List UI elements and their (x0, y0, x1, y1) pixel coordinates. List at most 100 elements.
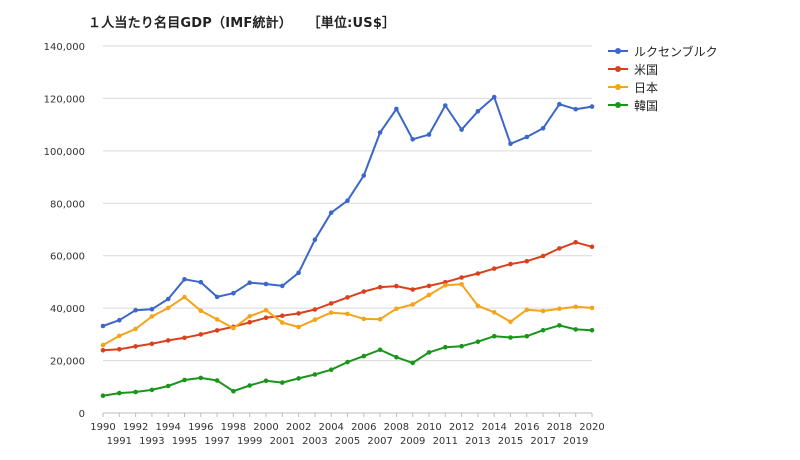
x-tick-label: 2020 (579, 422, 604, 433)
data-point (443, 283, 448, 288)
data-point (117, 347, 122, 352)
data-point (247, 314, 252, 319)
data-point (182, 335, 187, 341)
data-point (524, 307, 530, 313)
data-point (377, 284, 383, 290)
data-point (426, 292, 432, 298)
chart-legend: ルクセンブルク 米国日本韓国 (608, 42, 718, 114)
data-point (100, 393, 106, 399)
legend-swatch (608, 102, 628, 108)
data-point (573, 240, 578, 245)
data-point (361, 353, 367, 359)
data-point (508, 141, 513, 147)
data-point (345, 359, 350, 365)
data-point (133, 326, 138, 332)
data-point (231, 325, 236, 331)
data-point (117, 333, 122, 339)
x-tick-label: 2017 (530, 436, 555, 447)
chart-title-text: １人当たり名目GDP（IMF統計） (88, 16, 293, 31)
data-point (557, 101, 562, 107)
x-tick-label: 1993 (139, 436, 164, 447)
data-point (573, 304, 578, 310)
data-point (508, 335, 513, 340)
x-tick-label: 2009 (400, 436, 425, 447)
data-point (345, 295, 350, 300)
data-point (410, 137, 416, 142)
x-tick-label: 2002 (286, 422, 311, 433)
data-point (280, 320, 285, 325)
data-point (377, 130, 383, 135)
legend-item: 米国 (608, 60, 718, 78)
x-tick-label: 2014 (481, 422, 506, 433)
data-point (182, 377, 187, 383)
data-point (231, 388, 236, 394)
data-point (182, 277, 187, 282)
x-tick-label: 2013 (465, 436, 490, 447)
data-point (100, 342, 106, 348)
data-point (459, 282, 464, 287)
data-point (540, 253, 546, 259)
data-point (443, 344, 448, 350)
data-point (410, 360, 416, 366)
data-point (394, 354, 399, 360)
data-point (540, 327, 546, 333)
x-tick-label: 1995 (172, 436, 197, 447)
data-point (149, 387, 155, 393)
x-tick-label: 2007 (367, 436, 392, 447)
x-tick-label: 1992 (123, 422, 148, 433)
data-point (133, 389, 138, 395)
data-point (214, 378, 220, 383)
legend-label: 韓国 (634, 98, 659, 113)
y-tick-label: 0 (79, 409, 85, 420)
data-point (296, 376, 301, 381)
data-point (394, 306, 399, 312)
data-point (491, 333, 497, 339)
y-tick-label: 20,000 (50, 357, 85, 368)
data-point (312, 307, 318, 312)
data-point (328, 210, 334, 215)
data-point (491, 94, 497, 100)
data-point (149, 306, 155, 312)
data-point (589, 104, 595, 109)
legend-item: 日本 (608, 78, 718, 96)
data-point (377, 347, 383, 353)
x-tick-label: 2000 (253, 422, 278, 433)
data-point (410, 302, 416, 307)
y-tick-label: 100,000 (44, 147, 85, 158)
legend-label: 日本 (634, 80, 659, 95)
data-point (182, 294, 187, 300)
data-point (475, 303, 481, 309)
data-point (377, 316, 383, 322)
data-point (149, 314, 155, 319)
data-point (491, 310, 497, 315)
data-point (361, 173, 367, 178)
legend-swatch (608, 66, 628, 72)
data-point (345, 198, 350, 203)
data-point (573, 106, 578, 112)
x-tick-label: 2006 (351, 422, 376, 433)
data-point (426, 283, 432, 289)
x-tick-label: 1997 (204, 436, 229, 447)
data-point (296, 324, 301, 330)
data-point (589, 244, 595, 250)
data-point (524, 333, 530, 339)
y-tick-label: 120,000 (44, 94, 85, 105)
data-point (540, 126, 546, 131)
data-point (410, 287, 416, 292)
data-point (247, 320, 252, 325)
data-point (459, 275, 464, 280)
data-point (524, 258, 530, 264)
x-tick-label: 1991 (107, 436, 132, 447)
data-point (198, 375, 204, 381)
data-point (557, 246, 562, 251)
data-point (459, 343, 464, 349)
legend-label: ルクセンブルク (634, 44, 718, 59)
data-point (165, 296, 171, 302)
data-point (247, 280, 252, 286)
data-point (557, 306, 562, 312)
data-point (426, 132, 432, 137)
x-tick-label: 2003 (302, 436, 327, 447)
x-tick-label: 2005 (335, 436, 360, 447)
data-point (165, 338, 171, 343)
